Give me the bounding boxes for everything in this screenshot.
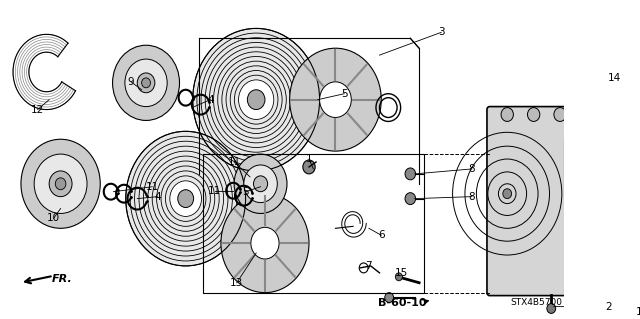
- Text: 12: 12: [31, 105, 44, 115]
- Circle shape: [49, 171, 72, 197]
- Circle shape: [125, 59, 167, 107]
- Text: 1: 1: [306, 154, 312, 164]
- Circle shape: [396, 273, 403, 281]
- Text: 11: 11: [227, 157, 241, 167]
- Circle shape: [405, 193, 415, 204]
- Text: 2: 2: [605, 302, 612, 313]
- Circle shape: [501, 108, 513, 122]
- Text: 5: 5: [341, 89, 348, 99]
- Circle shape: [290, 48, 381, 151]
- Text: B-60-10: B-60-10: [378, 298, 427, 308]
- Circle shape: [251, 227, 279, 259]
- Circle shape: [34, 154, 87, 213]
- Bar: [564, 139, 591, 199]
- Circle shape: [385, 293, 394, 302]
- Circle shape: [635, 38, 640, 58]
- Circle shape: [253, 176, 268, 192]
- Circle shape: [137, 73, 155, 93]
- Circle shape: [21, 139, 100, 228]
- Text: 13: 13: [230, 278, 243, 288]
- Text: 15: 15: [395, 268, 408, 278]
- Text: 9: 9: [128, 77, 134, 87]
- Circle shape: [503, 189, 511, 199]
- Polygon shape: [170, 181, 202, 216]
- Text: 16: 16: [636, 308, 640, 317]
- Text: 8: 8: [468, 192, 476, 202]
- Circle shape: [547, 303, 556, 313]
- Circle shape: [234, 154, 287, 213]
- Text: 3: 3: [438, 27, 444, 37]
- Polygon shape: [126, 131, 246, 266]
- Polygon shape: [193, 28, 319, 171]
- Circle shape: [319, 82, 351, 117]
- Text: 8: 8: [468, 164, 476, 174]
- Text: 6: 6: [378, 230, 385, 240]
- Circle shape: [527, 108, 540, 122]
- Circle shape: [247, 90, 265, 109]
- Text: STX4B5700: STX4B5700: [510, 298, 563, 307]
- Text: 4: 4: [154, 192, 161, 202]
- Circle shape: [178, 190, 194, 208]
- Circle shape: [113, 45, 180, 121]
- Polygon shape: [613, 45, 640, 288]
- Text: 5: 5: [243, 187, 249, 197]
- Text: 4: 4: [207, 95, 214, 105]
- Circle shape: [244, 165, 277, 203]
- Circle shape: [221, 194, 309, 293]
- Text: 7: 7: [365, 261, 372, 271]
- Circle shape: [554, 108, 566, 122]
- Polygon shape: [239, 80, 274, 119]
- Text: 14: 14: [608, 73, 621, 83]
- Text: 11: 11: [208, 186, 221, 196]
- FancyBboxPatch shape: [487, 107, 593, 296]
- Circle shape: [303, 160, 315, 174]
- Text: 10: 10: [47, 213, 60, 223]
- Circle shape: [405, 168, 415, 180]
- Circle shape: [630, 311, 637, 319]
- Text: 11: 11: [145, 182, 159, 192]
- Text: FR.: FR.: [52, 274, 72, 284]
- Circle shape: [55, 178, 66, 190]
- Circle shape: [141, 78, 150, 88]
